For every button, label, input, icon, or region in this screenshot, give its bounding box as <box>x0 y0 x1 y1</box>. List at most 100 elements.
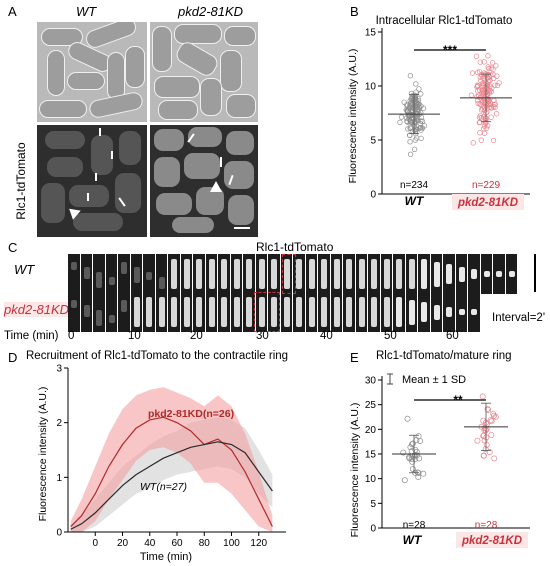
chart-B: Intracellular Rlc1-tdTomato Fluorescence… <box>347 15 530 210</box>
data-point <box>494 82 501 89</box>
data-point <box>476 68 483 75</box>
montage-frame <box>405 292 418 332</box>
montage-frame <box>305 292 318 332</box>
panel-C-tick-30: 30 <box>256 330 269 342</box>
panel-C-tick-60: 60 <box>446 330 459 342</box>
data-point <box>398 114 405 120</box>
y-tick-label: 2 <box>56 418 62 429</box>
chart-D-xlabel: Time (min) <box>140 551 192 563</box>
montage-frame <box>318 254 331 294</box>
data-point <box>481 59 487 65</box>
montage-frame <box>255 254 268 294</box>
montage-frame <box>280 292 293 332</box>
data-point <box>416 86 422 92</box>
data-point <box>406 455 413 462</box>
montage-frame <box>443 292 456 332</box>
chart-E-ylabel: Fluorescence intensity (A.U.) <box>349 403 361 538</box>
series-line-kd <box>70 416 273 527</box>
chart-E-legend-icon <box>387 373 393 385</box>
data-point <box>488 65 494 71</box>
data-point <box>404 415 411 422</box>
montage-frame <box>105 292 118 332</box>
data-point <box>418 103 424 109</box>
montage-frame <box>230 292 243 332</box>
chart-E-significance: ** <box>453 393 463 407</box>
montage-frame <box>368 254 381 294</box>
montage-frame <box>468 292 481 332</box>
montage-frame <box>393 292 406 332</box>
montage-scale-bar <box>534 254 536 292</box>
data-point <box>411 123 418 129</box>
y-tick-label: 25 <box>365 400 377 411</box>
montage-frame <box>293 254 306 294</box>
y-tick-label: 1 <box>56 473 62 484</box>
data-point <box>481 70 487 76</box>
montage-frame <box>343 292 356 332</box>
data-point <box>410 440 416 447</box>
chart-E-plot: 0 5 10 15 20 25 30 <box>365 376 530 535</box>
data-point <box>481 126 487 132</box>
montage-frame <box>305 254 318 294</box>
data-point <box>484 405 491 412</box>
montage-frame <box>93 254 106 294</box>
data-point <box>493 111 500 117</box>
data-point <box>474 84 480 90</box>
montage-frame <box>180 292 193 332</box>
montage-frame <box>130 292 143 332</box>
data-point <box>413 135 420 141</box>
panel-D-letter: D <box>8 350 18 365</box>
data-point <box>420 470 427 477</box>
montage-frame <box>105 254 118 294</box>
data-point <box>407 139 413 145</box>
montage-frame <box>180 254 193 294</box>
y-tick-label: 15 <box>365 450 377 461</box>
data-point <box>479 393 486 400</box>
montage-frame <box>230 254 243 294</box>
panel-A-wt-label: WT <box>76 4 97 19</box>
data-point <box>409 441 415 448</box>
data-point <box>413 437 420 444</box>
data-point <box>470 140 476 146</box>
montage-frame <box>143 254 156 294</box>
data-point <box>492 101 498 107</box>
montage-frame <box>68 254 81 294</box>
data-point <box>486 449 493 456</box>
montage-frame <box>343 254 356 294</box>
data-point <box>400 449 407 456</box>
montage-frame <box>480 254 493 294</box>
montage-frame <box>318 292 331 332</box>
montage-frame <box>355 292 368 332</box>
data-point <box>405 126 411 132</box>
montage-frame <box>455 292 468 332</box>
series-line-wt <box>70 441 273 530</box>
chart-D-label-kd: pkd2-81KD(n=26) <box>148 408 234 420</box>
montage-frame <box>218 292 231 332</box>
data-point <box>469 70 476 76</box>
data-point <box>491 75 497 82</box>
montage-frame <box>68 292 81 332</box>
data-point <box>490 71 496 78</box>
chart-B-title: Intracellular Rlc1-tdTomato <box>376 15 513 27</box>
montage-frame <box>393 254 406 294</box>
micrograph-wt-fluorescence <box>37 125 147 237</box>
chart-E-xlabel-wt: WT <box>403 533 423 547</box>
data-point <box>415 118 421 124</box>
panel-C-tick-20: 20 <box>190 330 203 342</box>
data-point <box>482 130 488 136</box>
panel-C-tick-50: 50 <box>384 330 397 342</box>
y-tick-label: 0 <box>370 524 376 535</box>
y-tick-label: 10 <box>365 474 377 485</box>
data-point <box>476 114 483 120</box>
x-tick-label: 20 <box>117 538 129 549</box>
data-point <box>490 137 497 144</box>
montage-kd-highlight <box>254 292 280 332</box>
x-tick-label: 60 <box>171 538 183 549</box>
panel-A-letter: A <box>8 4 17 19</box>
panel-E-title: Rlc1-tdTomato/mature ring <box>376 350 512 362</box>
data-point <box>407 125 413 131</box>
montage-frame <box>168 254 181 294</box>
data-point <box>491 455 498 462</box>
y-tick-label: 30 <box>365 376 377 387</box>
panel-C-row-wt: WT <box>14 262 35 277</box>
chart-D-ylabel: Fluorescence intensity (A.U.) <box>37 387 49 522</box>
